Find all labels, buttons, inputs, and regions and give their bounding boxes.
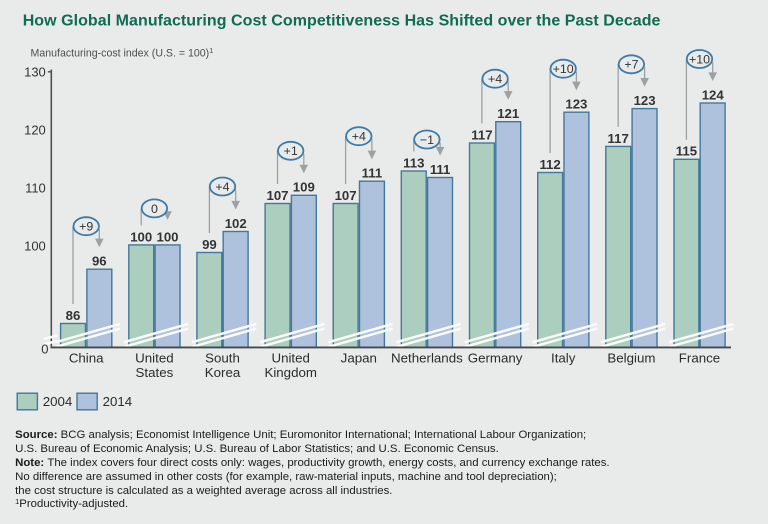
svg-text:115: 115 bbox=[676, 144, 697, 159]
svg-text:120: 120 bbox=[24, 122, 46, 137]
svg-text:130: 130 bbox=[24, 65, 46, 80]
svg-text:+7: +7 bbox=[624, 58, 638, 72]
svg-text:102: 102 bbox=[225, 216, 247, 231]
svg-text:123: 123 bbox=[565, 97, 587, 112]
svg-text:Note: The index covers four di: Note: The index covers four direct costs… bbox=[15, 457, 610, 469]
svg-text:124: 124 bbox=[702, 87, 725, 102]
svg-text:South: South bbox=[205, 351, 240, 366]
svg-text:Germany: Germany bbox=[468, 351, 523, 366]
svg-text:112: 112 bbox=[539, 157, 560, 172]
svg-text:2004: 2004 bbox=[43, 394, 73, 409]
svg-text:States: States bbox=[136, 365, 174, 380]
svg-text:Belgium: Belgium bbox=[607, 351, 655, 366]
svg-text:100: 100 bbox=[156, 229, 178, 244]
svg-text:+10: +10 bbox=[553, 62, 574, 76]
svg-text:121: 121 bbox=[497, 106, 519, 121]
svg-text:Netherlands: Netherlands bbox=[391, 351, 463, 366]
svg-text:117: 117 bbox=[608, 131, 629, 146]
svg-text:No difference are assumed in o: No difference are assumed in other costs… bbox=[15, 471, 557, 483]
svg-text:+4: +4 bbox=[352, 130, 366, 144]
svg-text:123: 123 bbox=[634, 93, 656, 108]
svg-text:0: 0 bbox=[151, 202, 158, 216]
svg-text:111: 111 bbox=[362, 166, 383, 181]
svg-text:109: 109 bbox=[293, 180, 315, 195]
svg-text:United: United bbox=[135, 351, 173, 366]
svg-text:100: 100 bbox=[130, 229, 152, 244]
svg-text:U.S. Bureau of Economic Analys: U.S. Bureau of Economic Analysis; U.S. B… bbox=[15, 443, 499, 455]
svg-text:+4: +4 bbox=[488, 72, 502, 86]
svg-text:0: 0 bbox=[41, 342, 48, 357]
svg-text:Korea: Korea bbox=[205, 365, 241, 380]
svg-text:110: 110 bbox=[25, 180, 46, 195]
svg-text:+9: +9 bbox=[79, 220, 93, 234]
svg-text:−1: −1 bbox=[420, 133, 434, 147]
svg-text:Source: BCG analysis; Economis: Source: BCG analysis; Economist Intellig… bbox=[15, 429, 586, 441]
svg-text:100: 100 bbox=[24, 239, 46, 254]
svg-text:1Productivity-adjusted.: 1Productivity-adjusted. bbox=[15, 497, 128, 510]
svg-text:Japan: Japan bbox=[341, 351, 377, 366]
svg-text:107: 107 bbox=[266, 188, 288, 203]
svg-text:+1: +1 bbox=[284, 144, 298, 158]
svg-text:United: United bbox=[271, 351, 309, 366]
svg-text:107: 107 bbox=[335, 188, 357, 203]
svg-text:99: 99 bbox=[202, 237, 217, 252]
svg-text:China: China bbox=[69, 351, 104, 366]
svg-text:113: 113 bbox=[403, 155, 424, 170]
svg-text:111: 111 bbox=[430, 162, 451, 177]
svg-text:+10: +10 bbox=[689, 52, 710, 66]
svg-text:Italy: Italy bbox=[551, 351, 576, 366]
svg-text:+4: +4 bbox=[215, 180, 229, 194]
svg-text:86: 86 bbox=[66, 308, 81, 323]
svg-text:France: France bbox=[679, 351, 720, 366]
svg-text:2014: 2014 bbox=[103, 394, 133, 409]
svg-text:117: 117 bbox=[471, 127, 492, 142]
svg-text:Manufacturing-cost index (U.S.: Manufacturing-cost index (U.S. = 100)1 bbox=[31, 46, 214, 60]
svg-text:96: 96 bbox=[92, 254, 107, 269]
svg-text:How Global Manufacturing Cost: How Global Manufacturing Cost Competitiv… bbox=[23, 12, 661, 29]
svg-text:Kingdom: Kingdom bbox=[264, 365, 316, 380]
svg-text:the cost structure is calculat: the cost structure is calculated as a we… bbox=[15, 485, 392, 497]
